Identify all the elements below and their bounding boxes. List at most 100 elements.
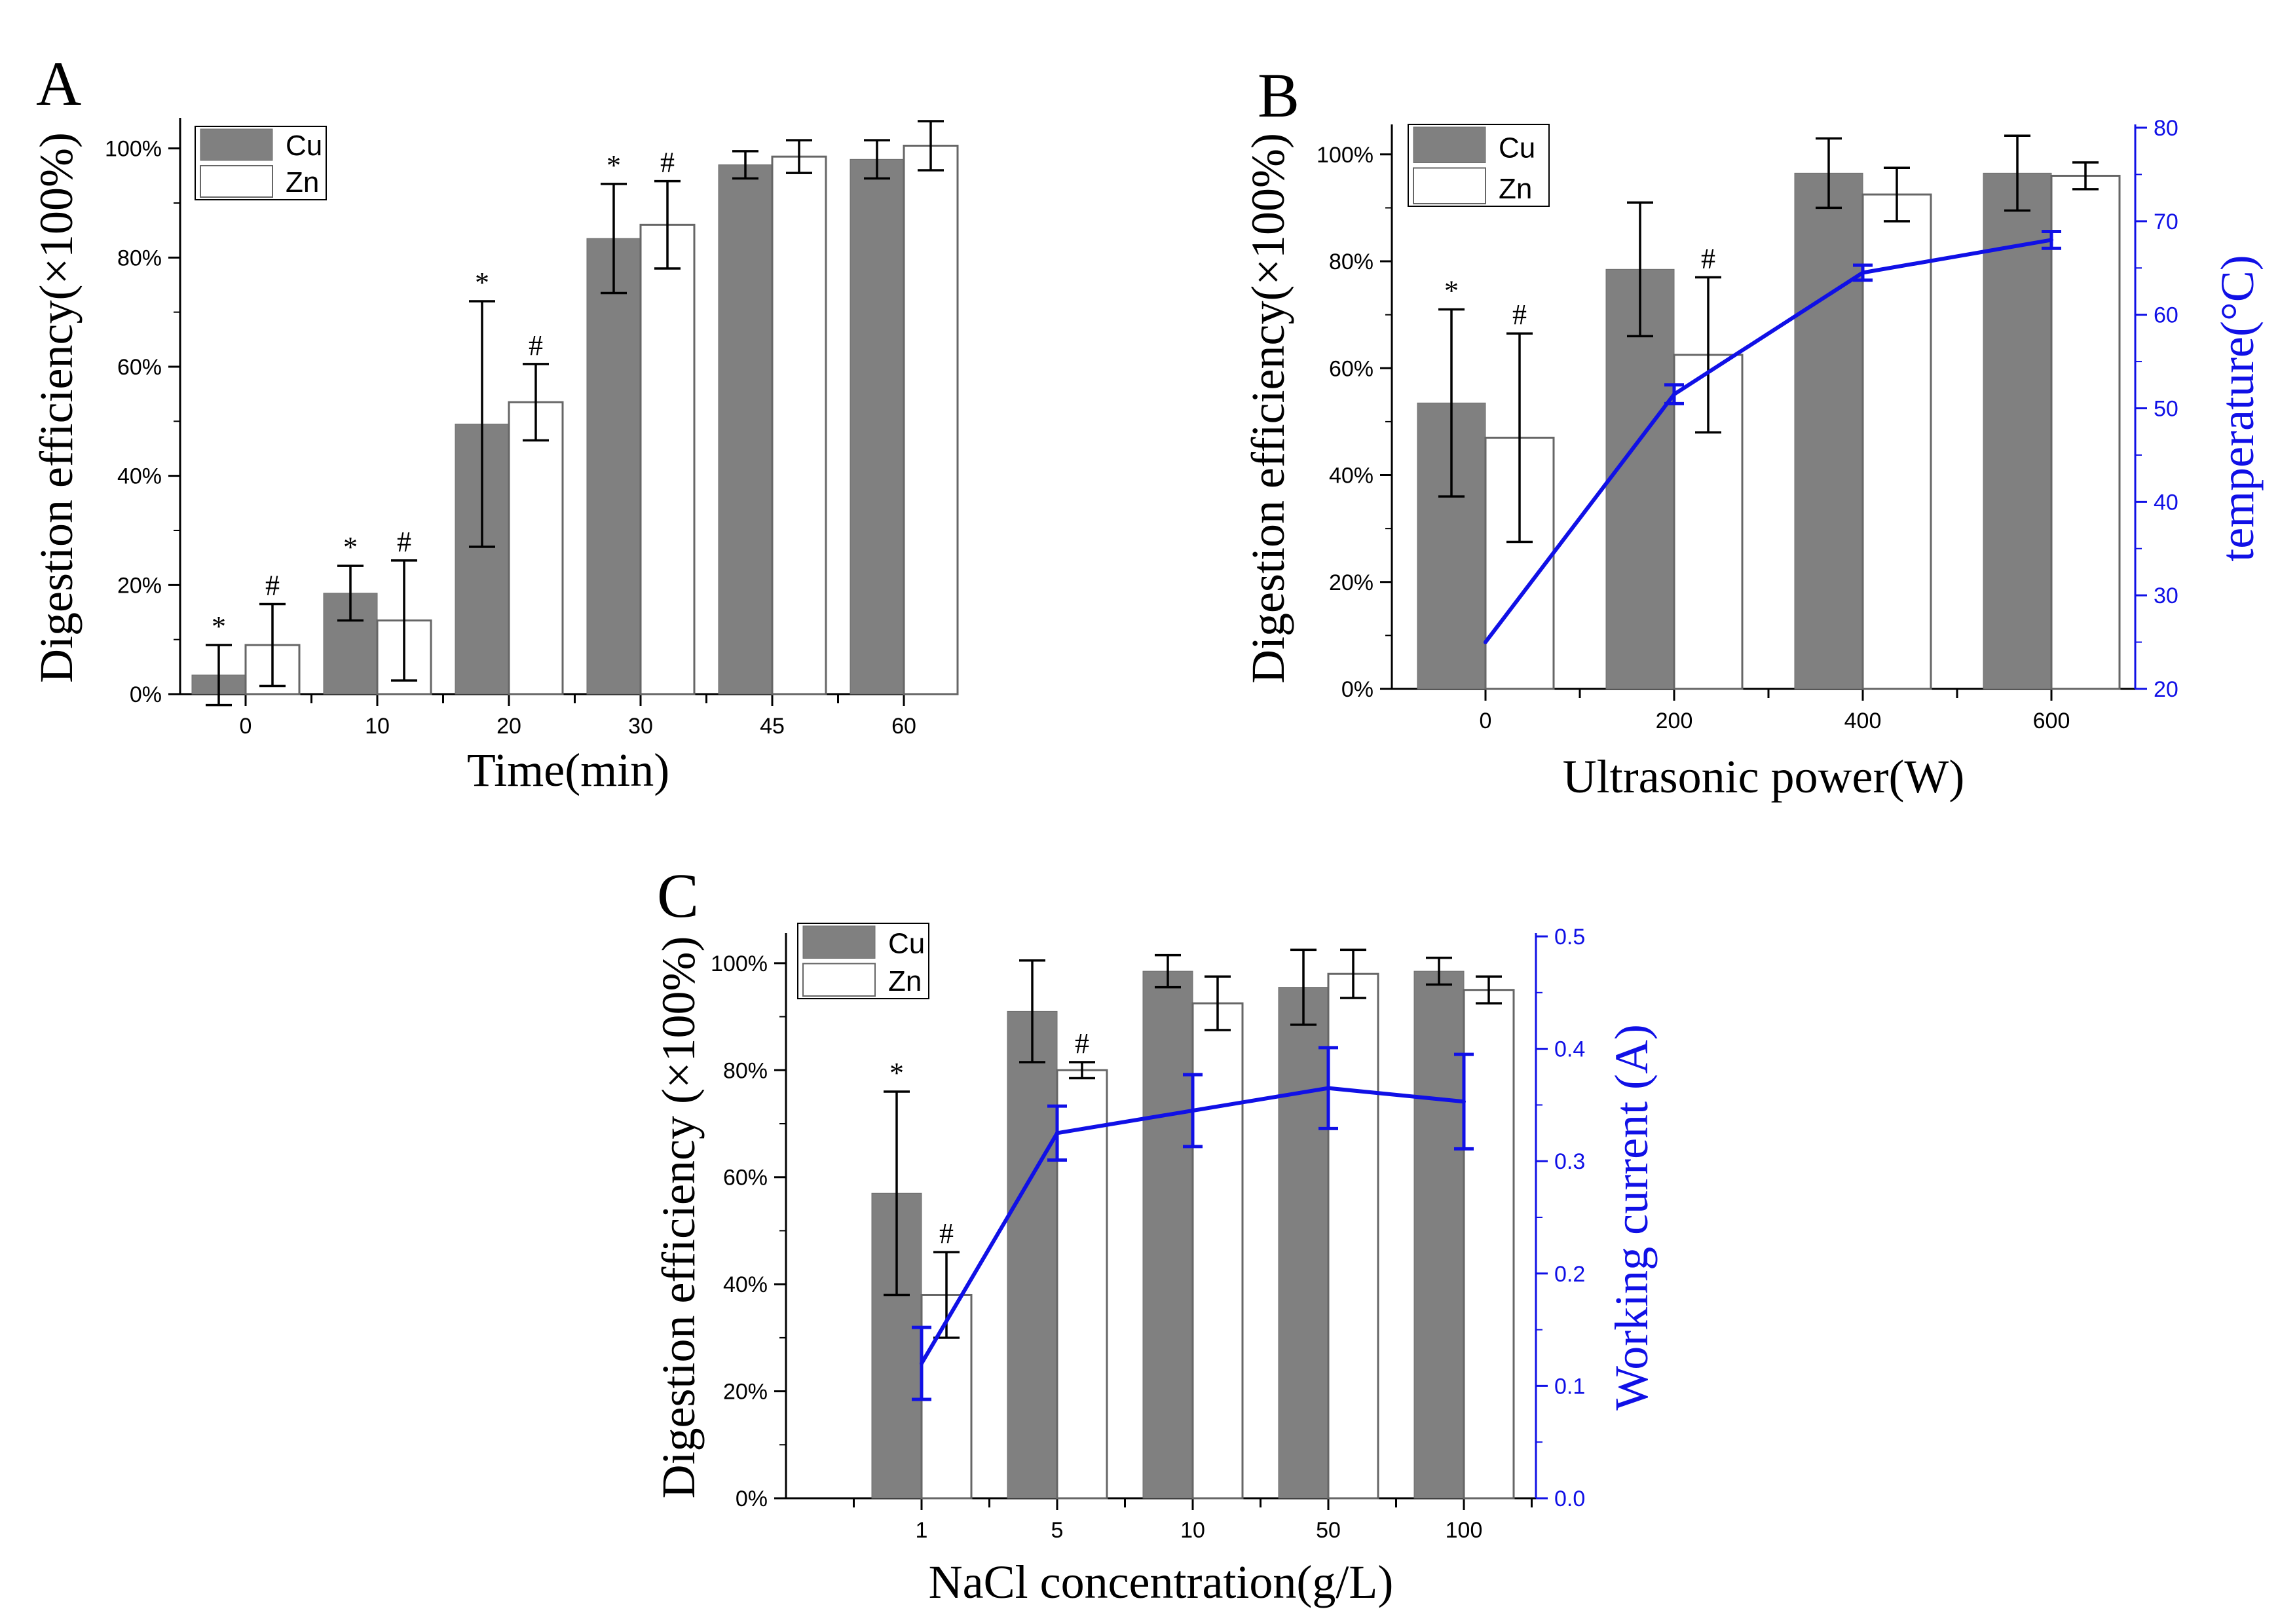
panel-letter: A: [36, 48, 81, 119]
zn-bar: [2050, 174, 2121, 690]
legend-label: Cu: [888, 928, 925, 960]
significance-marker: #: [939, 1217, 954, 1249]
y2-tick-label: 60: [2154, 303, 2178, 328]
legend-swatch: [802, 963, 876, 997]
x-tick-label: 100: [1446, 1518, 1483, 1543]
legend-swatch: [1413, 126, 1486, 163]
x-axis-title: Ultrasonic power(W): [1563, 750, 1965, 803]
cu-bar: [586, 238, 641, 695]
significance-marker: #: [529, 329, 543, 361]
panel-letter: B: [1258, 60, 1299, 130]
y-tick-label: 20%: [723, 1380, 768, 1405]
x-axis-title: NaCl concentration(g/L): [929, 1556, 1394, 1608]
x-tick-label: 20: [496, 714, 521, 739]
y2-tick-label: 0.2: [1554, 1262, 1585, 1287]
zn-bar: [903, 145, 959, 695]
cu-bar: [850, 158, 905, 695]
panel-c: 0% 20% 40% 60% 80% 100% 1 5 10 50 100 * # #0.0 0.1 0.2 0…: [652, 860, 1658, 1608]
y2-tick-label: 50: [2154, 397, 2178, 422]
cu-bar: [1007, 1010, 1058, 1499]
x-tick-label: 5: [1051, 1518, 1064, 1543]
significance-marker: *: [475, 267, 489, 299]
significance-marker: #: [1075, 1027, 1089, 1060]
legend-swatch: [200, 128, 273, 161]
cu-bar: [1605, 268, 1675, 690]
y-axis-title: Digestion efficiency(×100%): [1242, 133, 1294, 684]
y-axis-title: Digestion efficiency (×100%): [652, 936, 705, 1498]
legend-swatch: [802, 925, 876, 959]
x-tick-label: 10: [365, 714, 390, 739]
legend-label: Cu: [1499, 132, 1535, 164]
zn-bar: [1327, 972, 1379, 1500]
x-tick-label: 45: [760, 714, 785, 739]
y2-axis-title: temperature(°C): [2211, 255, 2264, 562]
y2-tick-label: 80: [2154, 116, 2178, 141]
y-tick-label: 0%: [1341, 677, 1374, 702]
x-tick-label: 10: [1180, 1518, 1205, 1543]
significance-marker: #: [1512, 299, 1527, 331]
legend-swatch: [200, 165, 273, 198]
x-tick-label: 0: [240, 714, 252, 739]
x-tick-label: 50: [1316, 1518, 1341, 1543]
zn-bar: [1191, 1002, 1244, 1500]
panel-letter: C: [657, 860, 699, 931]
significance-marker: *: [343, 531, 358, 563]
x-tick-label: 30: [628, 714, 653, 739]
panel-b: 0% 20% 40% 60% 80% 100% 0 200 400 600 * # #20 30 40 50 6…: [1242, 60, 2264, 803]
y-tick-label: 20%: [1329, 570, 1374, 595]
significance-marker: #: [660, 147, 675, 179]
cu-bar: [1983, 172, 2052, 690]
y2-tick-label: 70: [2154, 210, 2178, 234]
significance-marker: #: [397, 526, 411, 558]
y2-tick-label: 0.5: [1554, 925, 1585, 950]
y-tick-label: 80%: [117, 246, 162, 270]
legend-label: Zn: [286, 166, 319, 198]
significance-marker: #: [1701, 243, 1715, 275]
x-tick-label: 60: [891, 714, 916, 739]
legend-label: Zn: [888, 965, 922, 997]
y-axis-title: Digestion efficiency(×100%): [30, 132, 83, 683]
y2-tick-label: 0.1: [1554, 1374, 1585, 1399]
panel-a: 0% 20% 40% 60% 80% 100% 0 10 20 30 45 60 * * * * # # # # Cu Z…: [30, 48, 959, 796]
y2-tick-label: 20: [2154, 677, 2178, 702]
y-tick-label: 80%: [1329, 249, 1374, 274]
y-tick-label: 40%: [1329, 464, 1374, 489]
y-tick-label: 0%: [736, 1486, 768, 1511]
x-tick-label: 1: [916, 1518, 928, 1543]
legend-swatch: [1413, 167, 1486, 204]
zn-bar: [639, 223, 696, 695]
y2-tick-label: 30: [2154, 583, 2178, 608]
legend-label: Zn: [1499, 173, 1532, 205]
y-tick-label: 100%: [1317, 143, 1374, 168]
y-tick-label: 60%: [1329, 356, 1374, 381]
x-tick-label: 400: [1844, 709, 1882, 733]
y2-tick-label: 0.4: [1554, 1037, 1585, 1062]
significance-marker: *: [607, 149, 621, 181]
y-tick-label: 80%: [723, 1058, 768, 1083]
y2-axis-title: Working current (A): [1605, 1024, 1658, 1411]
cu-bar: [1278, 987, 1329, 1499]
y-tick-label: 0%: [130, 682, 162, 707]
y2-tick-label: 0.0: [1554, 1486, 1585, 1511]
y-tick-label: 100%: [105, 137, 162, 162]
zn-bar: [1463, 989, 1515, 1500]
zn-bar: [508, 401, 564, 695]
significance-marker: *: [1444, 275, 1459, 307]
cu-bar: [718, 164, 773, 695]
line-point: [1484, 640, 1487, 644]
legend-label: Cu: [286, 130, 322, 162]
line-series: [1484, 238, 2052, 644]
cu-bar: [1794, 172, 1863, 690]
y-tick-label: 40%: [117, 464, 162, 489]
y-tick-label: 20%: [117, 573, 162, 598]
significance-marker: #: [265, 570, 280, 602]
y-tick-label: 40%: [723, 1272, 768, 1297]
x-tick-label: 0: [1480, 709, 1492, 733]
significance-marker: *: [889, 1057, 904, 1089]
zn-bar: [771, 155, 827, 695]
x-axis-title: Time(min): [467, 744, 669, 796]
significance-marker: *: [212, 610, 226, 642]
x-tick-label: 600: [2033, 709, 2070, 733]
y-tick-label: 60%: [117, 355, 162, 380]
